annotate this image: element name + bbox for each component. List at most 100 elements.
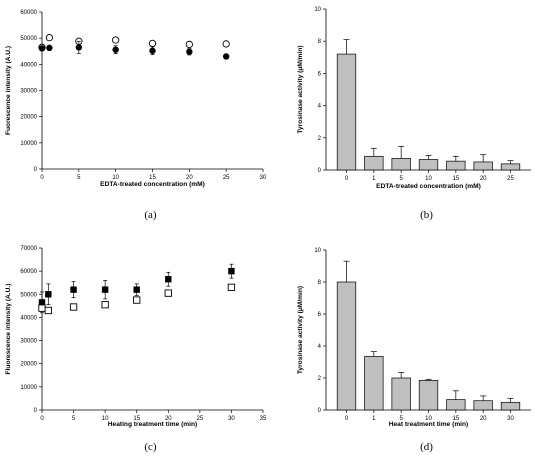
panel-label: (b) (420, 209, 433, 221)
y-axis-label: Fuorescence intensity (A.U.) (5, 46, 12, 135)
y-tick-label: 0 (318, 168, 322, 174)
y-tick-label: 6 (318, 312, 322, 318)
y-tick-label: 50000 (20, 36, 37, 42)
x-tick-label: 5 (77, 175, 81, 181)
bar (418, 159, 439, 171)
y-tick-label: 4 (318, 104, 322, 110)
data-point (46, 44, 53, 52)
bar (391, 377, 411, 411)
y-tick-label: 10000 (20, 385, 37, 391)
data-point (101, 301, 109, 309)
y-tick-label: 2 (318, 136, 322, 142)
y-tick-label: 0 (34, 167, 38, 173)
x-tick-label: 10 (425, 416, 432, 422)
x-tick-label: 10 (102, 416, 109, 422)
x-tick-label: 0 (40, 175, 44, 181)
data-point (222, 40, 230, 48)
y-tick-label: 6 (318, 71, 322, 77)
y-tick-label: 20000 (20, 115, 37, 121)
x-tick-label: 30 (260, 175, 267, 181)
chart-panel (323, 249, 531, 413)
y-tick-label: 10 (314, 7, 321, 13)
bar (364, 155, 384, 171)
data-point (70, 286, 77, 293)
bar (336, 53, 357, 171)
x-tick-label: 15 (133, 416, 140, 422)
data-point (44, 306, 52, 315)
data-point (227, 283, 236, 291)
bar (500, 163, 521, 171)
data-point (75, 44, 83, 51)
y-tick-label: 0 (34, 408, 38, 414)
x-axis-label: Heating treatment time (min) (108, 421, 197, 428)
bar (418, 380, 439, 411)
y-tick-label: 30000 (20, 339, 37, 345)
x-tick-label: 10 (425, 176, 432, 182)
bar (391, 158, 411, 171)
x-tick-label: 30 (507, 416, 514, 422)
y-tick-label: 40000 (20, 315, 37, 321)
x-tick-label: 20 (186, 175, 193, 181)
data-point (149, 47, 156, 54)
x-tick-label: 1 (372, 416, 376, 422)
y-tick-label: 60000 (20, 10, 37, 16)
y-axis-label: Tyrosinase activity (μM/min) (297, 286, 304, 374)
x-tick-label: 5 (72, 416, 76, 422)
x-tick-label: 15 (149, 175, 156, 181)
x-tick-label: 0 (345, 176, 349, 182)
x-axis-label: EDTA-treated concentration (mM) (100, 181, 205, 188)
data-point (38, 45, 46, 52)
data-point (133, 286, 140, 293)
y-tick-label: 2 (318, 376, 322, 382)
data-point (45, 291, 52, 298)
data-point (164, 289, 172, 297)
data-point (112, 36, 120, 44)
y-tick-label: 10000 (20, 141, 37, 147)
x-tick-label: 0 (40, 416, 44, 422)
chart-panel (38, 247, 264, 413)
panel-label: (a) (144, 209, 157, 221)
y-tick-label: 50000 (20, 292, 37, 298)
x-tick-label: 20 (165, 416, 172, 422)
y-tick-label: 20000 (20, 362, 37, 368)
y-tick-label: 30000 (20, 89, 37, 95)
y-tick-label: 40000 (20, 62, 37, 68)
data-point (228, 267, 235, 275)
data-point (165, 276, 172, 283)
bar (364, 356, 384, 411)
data-point (112, 46, 119, 53)
x-tick-label: 20 (480, 176, 487, 182)
x-tick-label: 25 (507, 176, 514, 182)
y-tick-label: 60000 (20, 269, 37, 275)
bar (473, 400, 493, 411)
data-point (185, 40, 193, 49)
x-tick-label: 0 (345, 416, 349, 422)
x-tick-label: 5 (399, 416, 403, 422)
data-point (186, 48, 193, 55)
data-point (45, 33, 54, 42)
panel-label: (d) (420, 441, 433, 453)
y-tick-label: 70000 (20, 246, 37, 252)
y-tick-label: 8 (318, 280, 322, 286)
x-axis-label: EDTA-treated concentration (mM) (376, 183, 481, 190)
y-axis-label: Fluorescence intensity (A.U.) (5, 284, 12, 375)
y-tick-label: 10 (314, 248, 321, 254)
y-tick-label: 0 (318, 408, 322, 414)
data-point (69, 303, 78, 311)
bar (446, 160, 466, 171)
x-tick-label: 10 (112, 175, 119, 181)
data-point (101, 286, 109, 293)
x-tick-label: 20 (480, 416, 487, 422)
chart-panel (323, 8, 531, 173)
data-point (148, 39, 157, 48)
x-tick-label: 1 (372, 176, 376, 182)
chart-panel (38, 11, 264, 172)
bar (446, 399, 466, 411)
panel-label: (c) (144, 441, 157, 453)
data-point (222, 53, 230, 60)
data-point (38, 304, 46, 312)
bar (473, 161, 493, 171)
data-point (133, 296, 141, 304)
x-tick-label: 30 (228, 416, 235, 422)
